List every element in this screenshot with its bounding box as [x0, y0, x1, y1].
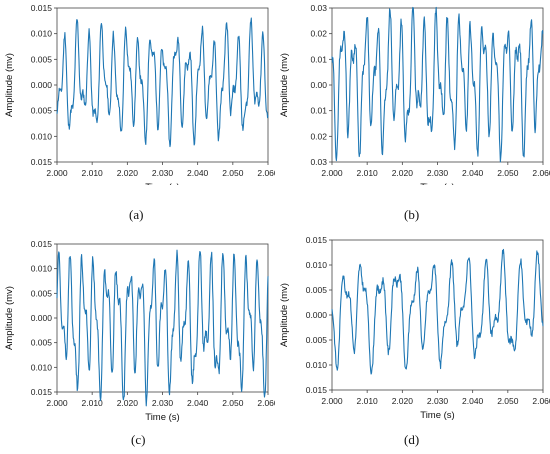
- x-tick-label: 2.040: [187, 168, 209, 178]
- x-tick-label: 2.010: [357, 168, 379, 178]
- y-tick-label: 0.015: [31, 3, 53, 13]
- chart-d: 2.000 2.010 2.020 2.030 2.040 2.050 2.060 0.015…: [279, 235, 550, 421]
- y-tick-label: 0.005: [306, 335, 328, 345]
- x-tick-label: 2.030: [152, 168, 174, 178]
- x-tick-label: 2.010: [82, 398, 104, 408]
- x-tick-label: 2.020: [117, 168, 139, 178]
- y-tick-label: 0.005: [306, 285, 328, 295]
- y-tick-label: 0.005: [31, 338, 53, 348]
- signal-line: [331, 6, 544, 163]
- chart-b: 2.000 2.010 2.020 2.030 2.040 2.050 2.060 0.03 0…: [279, 3, 550, 193]
- signal-line: [56, 249, 269, 407]
- caption-a: (a): [129, 207, 144, 222]
- x-tick-label: 2.050: [222, 398, 244, 408]
- y-axis-label: Amplitude (mv): [279, 53, 290, 117]
- y-tick-label: 0.015: [31, 239, 53, 249]
- chart-c: 2.000 2.010 2.020 2.030 2.040 2.050 2.060 0.015…: [4, 239, 279, 423]
- x-axis-label: Time (s): [420, 410, 454, 421]
- y-tick-label: 0.02: [310, 29, 327, 39]
- chart-panel-d: 2.000 2.010 2.020 2.030 2.040 2.050 2.060 0.015…: [275, 228, 550, 424]
- chart-panel-c: 2.000 2.010 2.020 2.030 2.040 2.050 2.060 0.015…: [0, 228, 279, 424]
- y-tick-label: 0.010: [306, 260, 328, 270]
- y-tick-label: 0.015: [306, 235, 328, 245]
- y-tick-label: 0.015: [31, 157, 53, 167]
- x-tick-label: 2.060: [257, 168, 275, 178]
- x-tick-label: 2.030: [152, 398, 174, 408]
- y-axis-label: Amplitude (mv): [4, 53, 15, 117]
- y-tick-label: 0.02: [310, 131, 327, 141]
- x-tick-label: 2.020: [392, 168, 414, 178]
- y-axis-label: Amplitude (mv): [4, 286, 15, 350]
- y-tick-label: 0.015: [31, 387, 53, 397]
- chart-panel-a: 2.000 2.010 2.020 2.030 2.040 2.050 2.060 0.015…: [0, 0, 279, 193]
- y-tick-label: 0.010: [31, 131, 53, 141]
- y-tick-label: 0.015: [306, 385, 328, 395]
- x-tick-label: 2.050: [497, 396, 519, 406]
- x-axis-label: Time (s): [420, 182, 454, 185]
- y-tick-label: 0.01: [310, 106, 327, 116]
- caption-c: (c): [131, 432, 146, 447]
- x-tick-label: 2.000: [46, 398, 68, 408]
- y-tick-label: 0.000: [31, 80, 53, 90]
- x-tick-label: 2.020: [117, 398, 139, 408]
- x-axis-label: Time (s): [145, 182, 179, 185]
- y-tick-label: 0.03: [310, 157, 327, 167]
- x-tick-label: 2.000: [46, 168, 68, 178]
- x-tick-label: 2.010: [82, 168, 104, 178]
- chart-panel-b: 2.000 2.010 2.020 2.030 2.040 2.050 2.060 0.03 0…: [275, 0, 550, 193]
- caption-b: (b): [404, 207, 420, 222]
- y-tick-label: 0.01: [310, 54, 327, 64]
- y-tick-label: 0.00: [310, 80, 327, 90]
- x-tick-label: 2.020: [392, 396, 414, 406]
- x-tick-label: 2.060: [532, 396, 550, 406]
- x-tick-label: 2.030: [427, 168, 449, 178]
- x-tick-label: 2.050: [497, 168, 519, 178]
- y-tick-label: 0.000: [306, 310, 328, 320]
- x-tick-label: 2.060: [257, 398, 275, 408]
- signal-line: [331, 248, 544, 375]
- y-tick-label: 0.005: [31, 288, 53, 298]
- x-tick-label: 2.040: [187, 398, 209, 408]
- signal-line: [56, 17, 269, 148]
- y-tick-label: 0.005: [31, 54, 53, 64]
- y-tick-label: 0.005: [31, 106, 53, 116]
- x-tick-label: 2.030: [427, 396, 449, 406]
- x-tick-label: 2.040: [462, 396, 484, 406]
- x-tick-label: 2.000: [321, 168, 343, 178]
- x-tick-label: 2.040: [462, 168, 484, 178]
- y-tick-label: 0.010: [31, 362, 53, 372]
- y-tick-label: 0.010: [31, 264, 53, 274]
- chart-a: 2.000 2.010 2.020 2.030 2.040 2.050 2.060 0.015…: [4, 3, 279, 193]
- x-tick-label: 2.050: [222, 168, 244, 178]
- y-tick-label: 0.03: [310, 3, 327, 13]
- y-tick-label: 0.010: [306, 360, 328, 370]
- x-tick-label: 2.000: [321, 396, 343, 406]
- x-tick-label: 2.010: [357, 396, 379, 406]
- x-tick-label: 2.060: [532, 168, 550, 178]
- y-tick-label: 0.010: [31, 29, 53, 39]
- caption-d: (d): [404, 432, 420, 447]
- x-axis-label: Time (s): [145, 412, 179, 423]
- y-tick-label: 0.000: [31, 313, 53, 323]
- y-axis-label: Amplitude (mv): [279, 283, 290, 347]
